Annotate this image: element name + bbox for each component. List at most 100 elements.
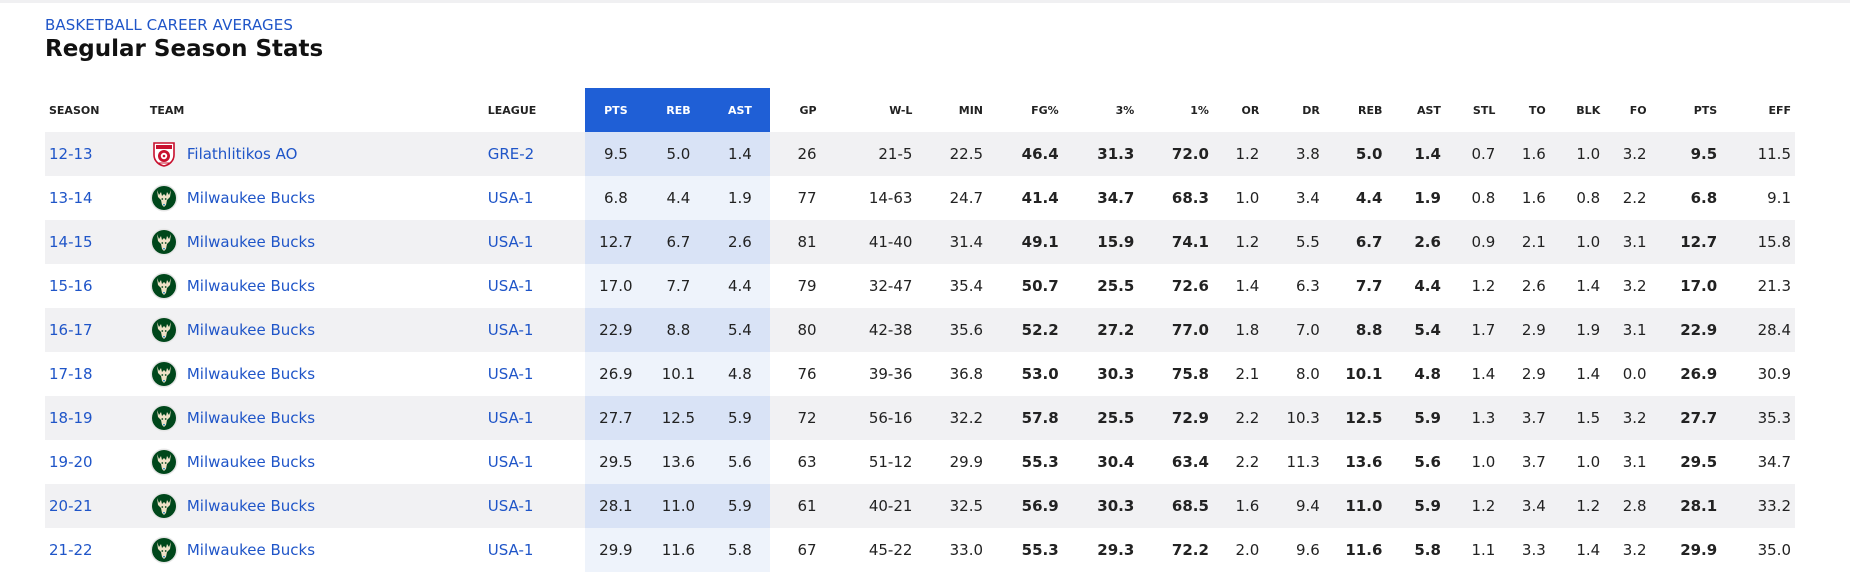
header-reb[interactable]: REB	[647, 88, 710, 132]
season-link[interactable]: 14-15	[49, 233, 93, 251]
header-eff[interactable]: EFF	[1768, 103, 1791, 117]
season-link[interactable]: 13-14	[49, 189, 93, 207]
header-gp[interactable]: GP	[799, 103, 817, 117]
team-cell: Milwaukee Bucks	[145, 264, 484, 308]
team-name[interactable]: Milwaukee Bucks	[186, 453, 316, 471]
blk-cell: 1.4	[1549, 528, 1605, 572]
header-or[interactable]: OR	[1241, 103, 1260, 117]
bucks-logo-icon	[150, 360, 178, 388]
header-min[interactable]: MIN	[958, 103, 984, 117]
league-link[interactable]: USA-1	[487, 321, 534, 339]
team-link[interactable]: Milwaukee Bucks	[150, 184, 480, 212]
team-link[interactable]: Milwaukee Bucks	[150, 316, 480, 344]
team-name[interactable]: Milwaukee Bucks	[186, 365, 316, 383]
season-link[interactable]: 16-17	[49, 321, 93, 339]
wl-cell: 51-12	[820, 440, 917, 484]
team-name[interactable]: Milwaukee Bucks	[186, 409, 316, 427]
league-link[interactable]: USA-1	[487, 497, 534, 515]
season-link[interactable]: 21-22	[49, 541, 93, 559]
team-cell: Milwaukee Bucks	[145, 484, 484, 528]
bucks-logo-icon	[150, 448, 178, 476]
league-link[interactable]: USA-1	[487, 453, 534, 471]
or-cell: 1.2	[1212, 132, 1264, 176]
to-cell: 2.9	[1499, 352, 1550, 396]
blk-cell: 1.5	[1549, 396, 1605, 440]
team-link[interactable]: Milwaukee Bucks	[150, 360, 480, 388]
league-cell: GRE-2	[483, 132, 585, 176]
header-blk[interactable]: BLK	[1576, 103, 1601, 117]
fo-cell: 3.2	[1604, 264, 1651, 308]
reb-cell: 7.7	[647, 264, 710, 308]
team-name[interactable]: Milwaukee Bucks	[186, 321, 316, 339]
blk-cell: 1.9	[1549, 308, 1605, 352]
season-link[interactable]: 19-20	[49, 453, 93, 471]
header-fg-pct[interactable]: FG%	[1031, 103, 1059, 117]
league-link[interactable]: USA-1	[487, 365, 534, 383]
league-cell: USA-1	[483, 528, 585, 572]
league-link[interactable]: USA-1	[487, 409, 534, 427]
pts-total-cell: 22.9	[1650, 308, 1722, 352]
wl-cell: 39-36	[820, 352, 917, 396]
season-link[interactable]: 15-16	[49, 277, 93, 295]
header-1-pct[interactable]: 1%	[1190, 103, 1209, 117]
team-name[interactable]: Milwaukee Bucks	[186, 541, 316, 559]
header-pts-total[interactable]: PTS	[1693, 103, 1718, 117]
table-row: 21-22 Milwaukee Bucks USA-1 29.9 11.6 5.8 67 45…	[45, 528, 1795, 572]
to-cell: 2.9	[1499, 308, 1550, 352]
league-link[interactable]: GRE-2	[487, 145, 535, 163]
header-ast-total[interactable]: AST	[1416, 103, 1441, 117]
team-link[interactable]: Milwaukee Bucks	[150, 272, 480, 300]
gp-cell: 80	[770, 308, 821, 352]
header-team[interactable]: TEAM	[149, 103, 185, 117]
team-name[interactable]: Milwaukee Bucks	[186, 277, 316, 295]
1-pct-cell: 72.9	[1138, 396, 1213, 440]
season-link[interactable]: 12-13	[49, 145, 93, 163]
eff-cell: 21.3	[1721, 264, 1795, 308]
team-link[interactable]: Milwaukee Bucks	[150, 536, 480, 564]
league-link[interactable]: USA-1	[487, 189, 534, 207]
1-pct-cell: 75.8	[1138, 352, 1213, 396]
header-to[interactable]: TO	[1528, 103, 1546, 117]
3-pct-cell: 34.7	[1062, 176, 1139, 220]
season-link[interactable]: 18-19	[49, 409, 93, 427]
header-league[interactable]: LEAGUE	[487, 103, 537, 117]
league-link[interactable]: USA-1	[487, 233, 534, 251]
season-cell: 16-17	[45, 308, 146, 352]
team-link[interactable]: Milwaukee Bucks	[150, 228, 480, 256]
team-link[interactable]: Filathlitikos AO	[150, 140, 480, 168]
season-link[interactable]: 17-18	[49, 365, 93, 383]
min-cell: 22.5	[916, 132, 988, 176]
header-3-pct[interactable]: 3%	[1115, 103, 1135, 117]
team-link[interactable]: Milwaukee Bucks	[150, 448, 480, 476]
header-season[interactable]: SEASON	[49, 103, 100, 117]
header-wl[interactable]: W-L	[889, 103, 913, 117]
pts-cell: 9.5	[584, 132, 648, 176]
league-link[interactable]: USA-1	[487, 541, 534, 559]
team-name[interactable]: Milwaukee Bucks	[186, 189, 316, 207]
header-pts[interactable]: PTS	[584, 88, 648, 132]
or-cell: 1.2	[1212, 220, 1264, 264]
header-ast[interactable]: AST	[709, 88, 771, 132]
dr-cell: 6.3	[1263, 264, 1324, 308]
dr-cell: 11.3	[1263, 440, 1324, 484]
team-name[interactable]: Milwaukee Bucks	[186, 497, 316, 515]
league-cell: USA-1	[483, 264, 585, 308]
wl-cell: 32-47	[820, 264, 917, 308]
team-link[interactable]: Milwaukee Bucks	[150, 404, 480, 432]
ast-total-cell: 1.9	[1386, 176, 1445, 220]
pts-total-cell: 29.9	[1650, 528, 1722, 572]
league-link[interactable]: USA-1	[487, 277, 534, 295]
bucks-logo-icon	[150, 184, 178, 212]
header-stl[interactable]: STL	[1472, 103, 1496, 117]
header-dr[interactable]: DR	[1302, 103, 1320, 117]
header-reb-total[interactable]: REB	[1358, 103, 1383, 117]
fg-pct-cell: 55.3	[987, 440, 1063, 484]
3-pct-cell: 25.5	[1062, 264, 1139, 308]
header-fo[interactable]: FO	[1629, 103, 1647, 117]
reb-cell: 13.6	[647, 440, 710, 484]
gp-cell: 72	[770, 396, 821, 440]
team-name[interactable]: Filathlitikos AO	[186, 145, 298, 163]
team-link[interactable]: Milwaukee Bucks	[150, 492, 480, 520]
season-link[interactable]: 20-21	[49, 497, 93, 515]
team-name[interactable]: Milwaukee Bucks	[186, 233, 316, 251]
